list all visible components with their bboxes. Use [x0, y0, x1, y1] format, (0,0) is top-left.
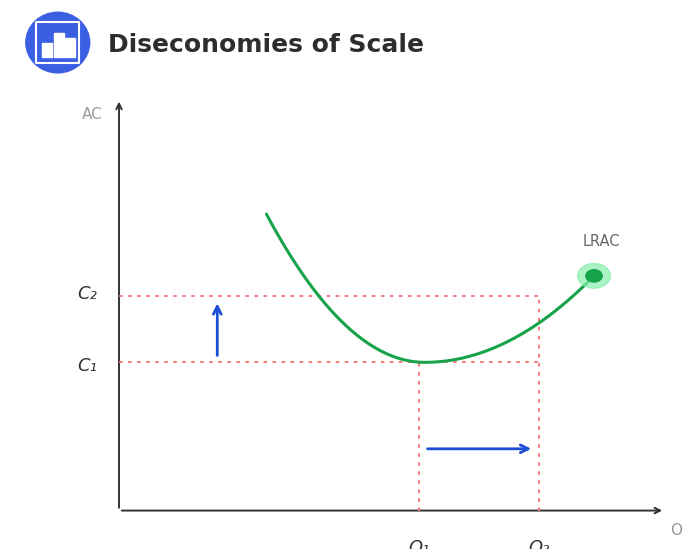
Text: Diseconomies of Scale: Diseconomies of Scale	[108, 33, 424, 57]
Circle shape	[586, 270, 602, 282]
Text: O: O	[671, 523, 682, 538]
Text: AC: AC	[82, 107, 103, 122]
Text: LRAC: LRAC	[583, 234, 621, 249]
Text: Q₁: Q₁	[409, 539, 430, 549]
Circle shape	[578, 264, 610, 288]
Bar	[54, 33, 64, 57]
Bar	[65, 38, 75, 57]
Bar	[43, 43, 52, 57]
Circle shape	[26, 12, 90, 73]
Bar	[36, 23, 79, 63]
Text: Q₂: Q₂	[528, 539, 550, 549]
Text: C₂: C₂	[77, 285, 97, 304]
Text: C₁: C₁	[77, 357, 97, 376]
